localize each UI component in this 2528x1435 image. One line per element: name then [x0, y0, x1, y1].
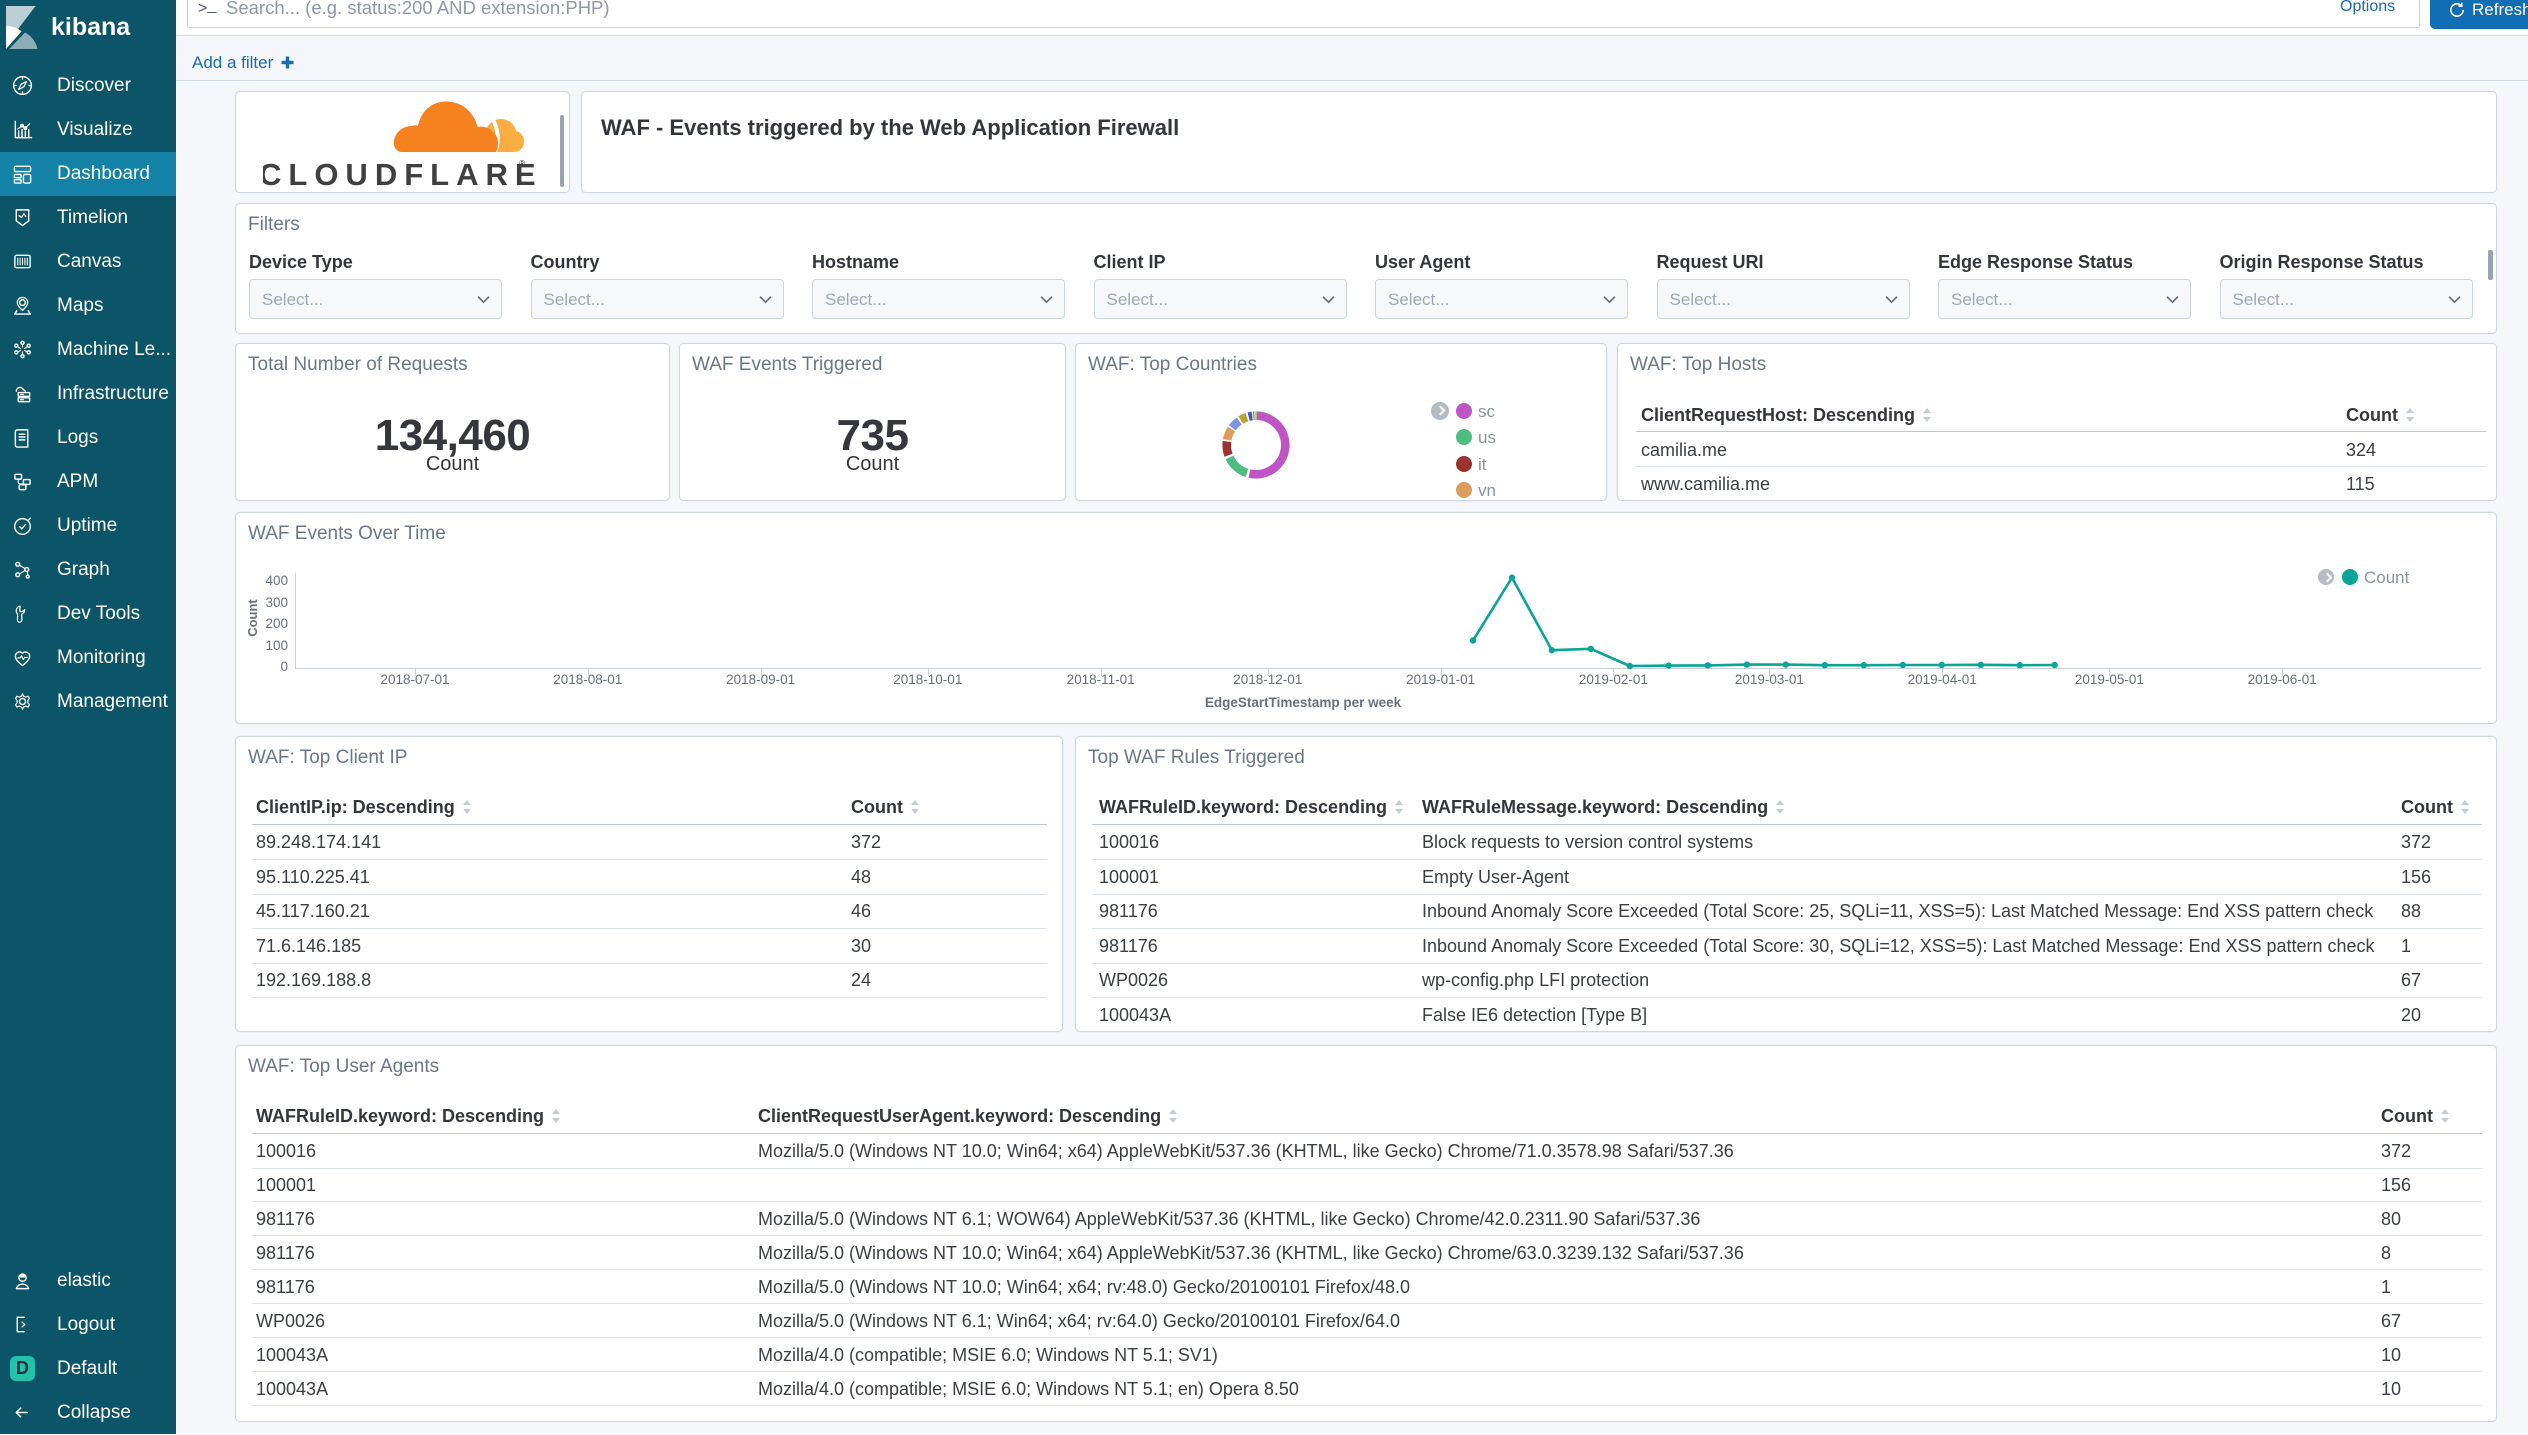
svg-text:®: ® [519, 158, 526, 168]
svg-text:CLOUDFLARE: CLOUDFLARE [263, 157, 543, 192]
